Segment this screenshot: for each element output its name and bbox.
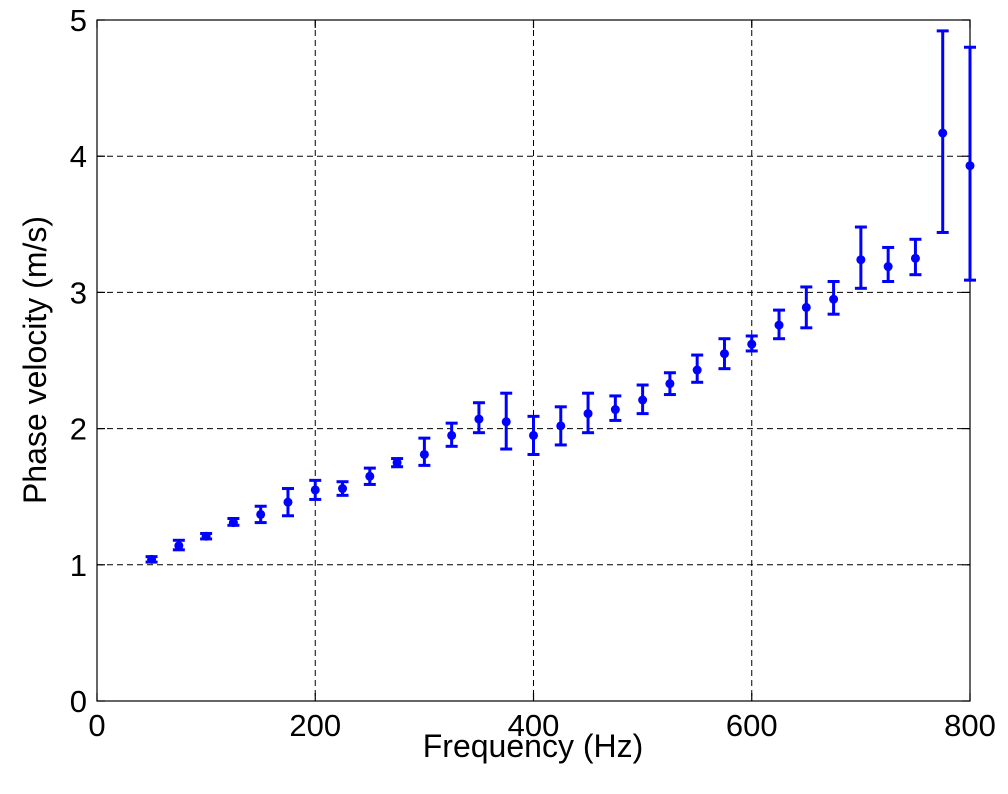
data-point-group [636,383,649,416]
data-point-group [827,280,840,316]
data-point-group [663,371,676,397]
data-point [856,255,866,265]
data-point-group [854,225,867,290]
data-point-group [609,394,622,422]
data-point [965,161,975,171]
data-point-group [363,466,376,486]
data-point [610,405,620,415]
data-point [774,320,784,330]
data-point-group [773,308,786,341]
data-point [501,417,511,427]
y-tick-label: 2 [70,412,87,447]
data-point [447,430,457,440]
data-point [283,497,293,507]
data-point [310,485,320,495]
data-point-group [336,480,349,497]
data-point-group [172,538,185,552]
data-point-group [391,457,404,469]
data-point-group [309,478,322,501]
data-point [638,395,648,405]
data-point [556,421,566,431]
data-point-group [882,245,895,284]
y-tick-label: 3 [70,275,87,310]
y-tick-label: 0 [70,684,87,719]
data-point [147,554,157,564]
data-point [883,262,893,272]
data-point-group [964,45,976,282]
data-point [692,365,702,375]
data-point [801,302,811,312]
data-point [583,409,593,419]
data-point-group [800,285,813,330]
data-point-group [936,29,949,234]
grid [97,20,970,701]
y-axis-label: Phase velocity (m/s) [17,216,53,504]
data-point-group [582,391,595,435]
data-point-group [691,353,704,384]
data-point [392,458,402,468]
data-point-group [418,436,431,467]
x-tick-label: 800 [944,708,996,743]
data-point [201,531,211,541]
data-point-group [745,334,758,353]
data-point [938,128,948,138]
data-point [338,484,348,494]
data-point-group [718,337,731,371]
data-point [719,349,729,359]
data-point [474,414,484,424]
x-tick-label: 200 [289,708,341,743]
y-tick-label: 4 [70,139,87,174]
data-point-group [554,405,567,447]
data-point-group [445,421,458,448]
data-point-group [145,554,158,564]
data-point-group [200,531,213,541]
data-point-group [472,401,485,435]
data-point [529,430,538,440]
x-axis-label: Frequency (Hz) [423,728,644,764]
x-tick-label: 0 [88,708,105,743]
x-tick-label: 600 [726,708,778,743]
data-point-group [254,504,267,525]
data-point [256,509,266,519]
data-point [228,518,238,528]
data-point-group [281,487,294,518]
data-point [419,449,429,459]
axis-ticks: 0 200 400 600 800 0 1 2 3 4 5 [70,3,996,743]
data-point-group [909,237,922,277]
y-tick-label: 5 [70,3,87,38]
data-point-group [227,516,240,528]
y-tick-label: 1 [70,548,87,583]
data-point-group [500,391,513,451]
data-point [365,471,375,481]
data-point [910,253,920,263]
data-series [145,29,976,564]
x-tick-label: 400 [508,708,560,743]
data-point [665,379,675,389]
data-point [174,541,184,551]
data-point-group [527,414,540,456]
data-point [747,339,757,349]
data-point [829,294,839,304]
